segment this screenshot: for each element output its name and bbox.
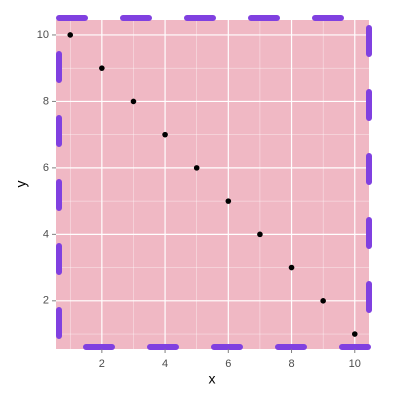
point xyxy=(130,98,137,105)
point xyxy=(351,331,358,337)
point xyxy=(67,32,74,38)
x-tick-label: 2 xyxy=(99,358,105,370)
y-tick-label: 4 xyxy=(43,228,49,240)
x-tick-label: 6 xyxy=(225,358,231,370)
y-tick-label: 8 xyxy=(43,95,49,107)
point xyxy=(288,264,295,271)
panel xyxy=(56,20,369,349)
marks xyxy=(67,32,358,337)
y-axis-title: y xyxy=(13,181,29,188)
x-tick-label: 8 xyxy=(288,358,294,370)
x-tick-label: 4 xyxy=(162,358,168,370)
y-tick-label: 6 xyxy=(43,162,49,174)
point xyxy=(257,231,263,238)
y-tick-label: 10 xyxy=(37,29,49,41)
panel-border xyxy=(56,15,372,350)
grid xyxy=(56,20,369,349)
point xyxy=(162,131,168,138)
point xyxy=(99,65,105,71)
point xyxy=(193,165,200,171)
x-tick-label: 10 xyxy=(349,358,361,370)
point xyxy=(225,198,232,204)
y-tick-label: 2 xyxy=(43,295,49,307)
point xyxy=(320,298,326,304)
x-axis-title: x xyxy=(209,371,216,387)
